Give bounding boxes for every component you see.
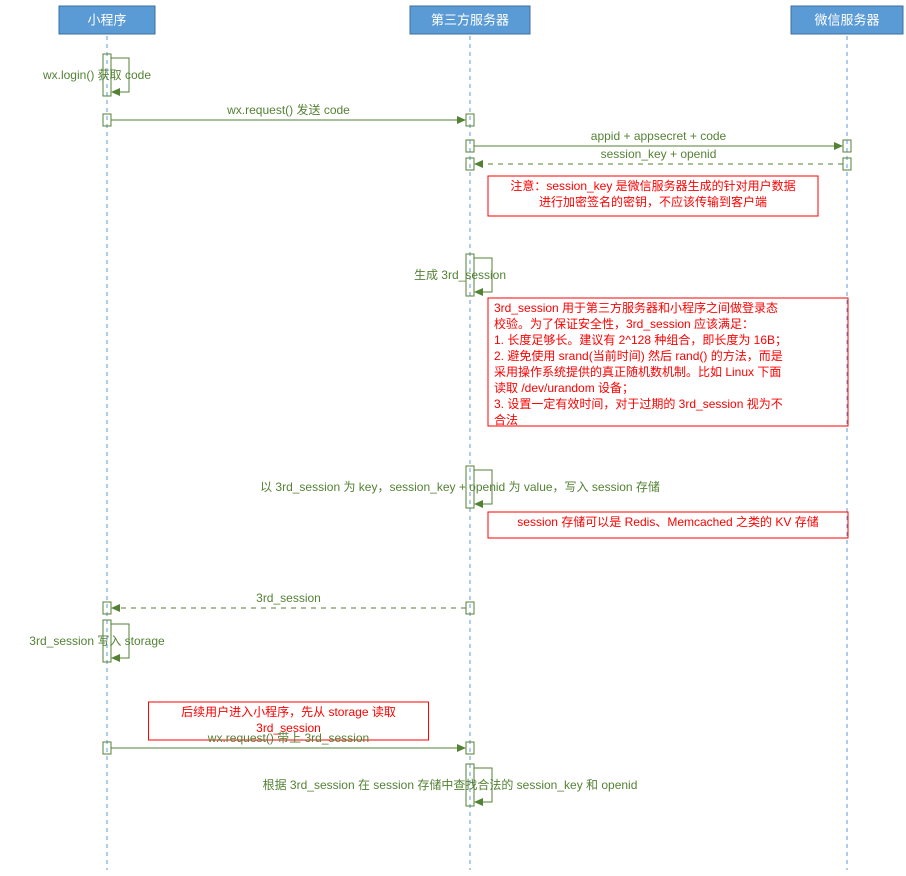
msg-label-12: wx.request() 带上 3rd_session xyxy=(207,731,369,745)
msg-label-2: appid + appsecret + code xyxy=(591,129,727,143)
note-6: 3rd_session 用于第三方服务器和小程序之间做登录态校验。为了保证安全性… xyxy=(488,298,848,427)
svg-text:采用操作系统提供的真正随机数机制。比如 Linux 下面: 采用操作系统提供的真正随机数机制。比如 Linux 下面 xyxy=(494,364,781,379)
svg-text:1. 长度足够长。建议有 2^128 种组合，即长度为 16: 1. 长度足够长。建议有 2^128 种组合，即长度为 16B； xyxy=(494,332,787,347)
sequence-diagram: 小程序 第三方服务器 微信服务器 wx.login() 获取 code wx.reque… xyxy=(0,0,906,876)
svg-text:session 存储可以是 Redis、Memcached: session 存储可以是 Redis、Memcached 之类的 KV 存储 xyxy=(517,514,818,529)
self-msg-label-10: 3rd_session 写入 storage xyxy=(29,634,165,648)
self-msg-label-0: wx.login() 获取 code xyxy=(42,68,151,82)
svg-text:3rd_session 用于第三方服务器和小程序之间做登录态: 3rd_session 用于第三方服务器和小程序之间做登录态 xyxy=(494,300,778,315)
svg-text:注意：session_key 是微信服务器生成的针对用户数据: 注意：session_key 是微信服务器生成的针对用户数据 xyxy=(510,178,795,193)
svg-text:微信服务器: 微信服务器 xyxy=(814,12,879,27)
msg-label-3: session_key + openid xyxy=(601,147,717,161)
svg-text:后续用户进入小程序，先从 storage 读取: 后续用户进入小程序，先从 storage 读取 xyxy=(181,704,396,719)
msg-label-9: 3rd_session xyxy=(256,591,321,605)
note-8: session 存储可以是 Redis、Memcached 之类的 KV 存储 xyxy=(488,512,848,538)
actor-wx: 微信服务器 xyxy=(791,6,903,34)
svg-text:2. 避免使用 srand(当前时间) 然后 rand(): 2. 避免使用 srand(当前时间) 然后 rand() 的方法，而是 xyxy=(494,348,783,363)
actor-app: 小程序 xyxy=(59,6,155,34)
svg-text:校验。为了保证安全性，3rd_session 应该满足：: 校验。为了保证安全性，3rd_session 应该满足： xyxy=(494,316,754,331)
svg-text:读取 /dev/urandom 设备；: 读取 /dev/urandom 设备； xyxy=(494,381,634,395)
svg-text:第三方服务器: 第三方服务器 xyxy=(431,12,509,27)
self-msg-label-7: 以 3rd_session 为 key，session_key + openid… xyxy=(260,479,660,494)
svg-text:3. 设置一定有效时间，对于过期的 3rd_session: 3. 设置一定有效时间，对于过期的 3rd_session 视为不 xyxy=(494,396,783,411)
msg-label-1: wx.request() 发送 code xyxy=(226,102,350,117)
actor-third: 第三方服务器 xyxy=(410,6,530,34)
svg-text:合法: 合法 xyxy=(494,412,518,427)
svg-text:小程序: 小程序 xyxy=(87,12,126,27)
svg-text:进行加密签名的密钥，不应该传输到客户端: 进行加密签名的密钥，不应该传输到客户端 xyxy=(539,194,767,209)
self-msg-label-5: 生成 3rd_session xyxy=(414,268,506,282)
self-msg-label-13: 根据 3rd_session 在 session 存储中查找合法的 sessio… xyxy=(263,777,638,792)
note-4: 注意：session_key 是微信服务器生成的针对用户数据进行加密签名的密钥，… xyxy=(488,176,818,216)
